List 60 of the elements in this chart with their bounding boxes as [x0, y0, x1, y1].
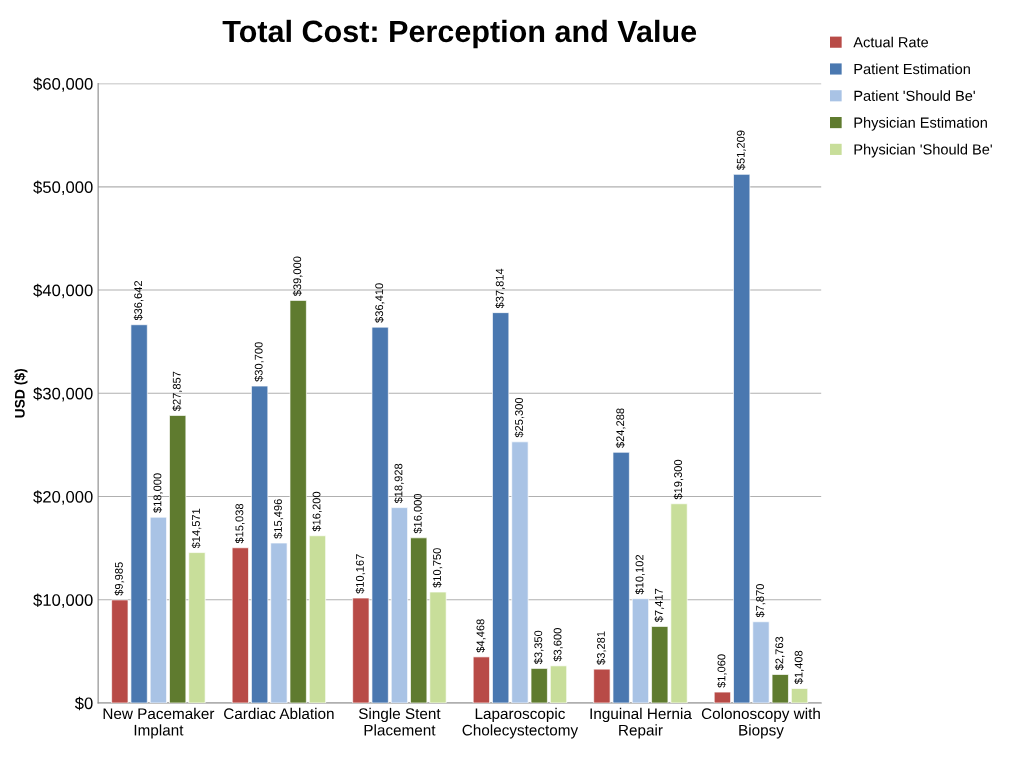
data-label: $15,496	[273, 499, 284, 539]
data-label: $4,468	[476, 619, 486, 653]
data-label: $3,600	[553, 628, 563, 662]
data-label: $18,000	[153, 473, 163, 513]
data-label: $19,300	[673, 459, 684, 500]
data-label: $15,038	[234, 503, 245, 544]
x-tick-label: New Pacemaker Implant	[103, 707, 215, 739]
legend-label: Physician Estimation	[854, 117, 987, 131]
bar	[251, 385, 269, 703]
bar	[713, 691, 731, 703]
data-label: $1,060	[717, 654, 727, 688]
y-tick-label: $30,000	[33, 387, 93, 402]
data-label: $37,814	[495, 268, 505, 309]
data-label: $9,985	[114, 562, 125, 596]
data-label: $3,281	[596, 631, 607, 665]
data-label: $3,350	[533, 630, 544, 665]
legend-label: Physician 'Should Be'	[854, 143, 992, 158]
bar	[791, 688, 809, 703]
data-label: $51,209	[736, 130, 746, 171]
y-tick-label: $0	[74, 696, 93, 711]
legend-label: Actual Rate	[853, 36, 929, 48]
y-axis-title: USD ($)	[14, 368, 28, 418]
data-label: $30,700	[254, 342, 264, 382]
data-label: $16,000	[413, 493, 423, 534]
x-tick-label: Single Stent Placement	[358, 707, 441, 736]
bar	[390, 507, 408, 703]
bar	[549, 665, 568, 703]
data-label: $7,870	[755, 584, 766, 618]
data-label: $36,410	[374, 283, 385, 323]
data-label: $16,200	[312, 491, 322, 532]
data-label: $25,300	[514, 397, 525, 438]
data-label: $2,763	[774, 636, 785, 671]
bar	[149, 516, 167, 703]
data-label: $24,288	[615, 408, 626, 448]
y-tick-label: $40,000	[33, 283, 93, 299]
x-tick-label: Cardiac Ablation	[224, 707, 334, 720]
data-label: $10,750	[432, 548, 443, 588]
data-label: $36,642	[133, 280, 144, 321]
data-label: $39,000	[292, 256, 303, 297]
y-tick-label: $10,000	[33, 593, 93, 608]
x-tick-label: Inguinal Hernia Repair	[590, 707, 692, 739]
data-label: $14,571	[191, 508, 202, 549]
data-label: $10,102	[635, 554, 645, 595]
bar	[308, 535, 327, 703]
chart-title: Total Cost: Perception and Value	[222, 19, 697, 49]
y-tick-label: $60,000	[33, 77, 93, 92]
legend-label: Patient Estimation	[854, 63, 970, 75]
data-label: $27,857	[172, 371, 182, 412]
data-label: $10,167	[355, 554, 366, 594]
legend-label: Patient 'Should Be'	[854, 90, 975, 101]
y-tick-label: $50,000	[33, 180, 93, 196]
data-label: $18,928	[394, 463, 404, 504]
bar	[231, 547, 249, 703]
data-label: $1,408	[794, 650, 804, 685]
bar	[631, 598, 650, 703]
y-tick-label: $20,000	[33, 490, 93, 505]
x-tick-label: Laparoscopic Cholecystectomy	[462, 707, 579, 739]
data-label: $7,417	[654, 588, 665, 623]
bar	[472, 656, 490, 703]
x-tick-label: Colonoscopy with Biopsy	[701, 707, 820, 739]
